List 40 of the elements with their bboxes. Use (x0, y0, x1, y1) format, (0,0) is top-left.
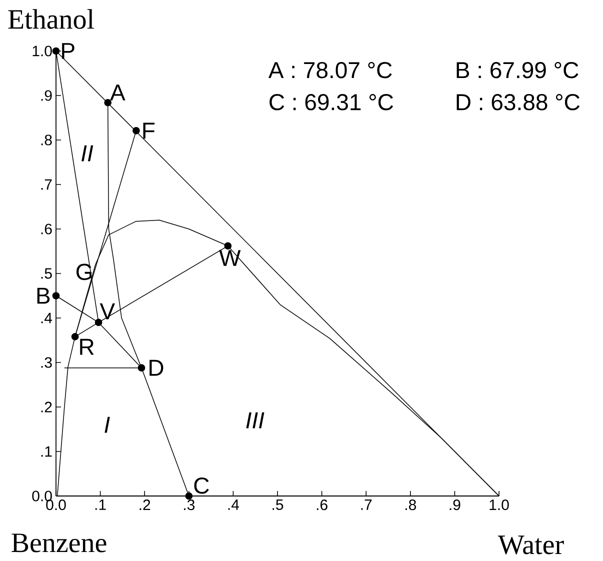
y-tick-label: .8 (41, 134, 52, 146)
y-tick-label: .2 (41, 402, 52, 412)
annotation: C (194, 478, 209, 494)
y-tick-label: 0.0 (32, 490, 52, 502)
y-axis-title: Ethanol (8, 9, 94, 29)
annotation: III (246, 412, 264, 428)
annotation: R (80, 338, 94, 355)
y-tick-label: 1.0 (32, 46, 52, 56)
annotation: B : 67.99 °C (456, 62, 578, 78)
annotation: I (104, 416, 110, 433)
x-tick-label: .8 (406, 500, 416, 510)
y-tick-label: .4 (41, 312, 52, 324)
y-tick-label: .1 (41, 446, 52, 457)
annotation: II (82, 145, 94, 162)
annotation: V (100, 303, 115, 320)
x-tick-label: .6 (316, 500, 328, 510)
text: Benzene (12, 534, 106, 552)
annotation: A (110, 84, 126, 100)
y-tick-label: .5 (41, 268, 52, 279)
annotation: F (143, 122, 155, 139)
x-tick-label: .9 (450, 500, 460, 510)
x-tick-label: .1 (95, 500, 106, 510)
x-tick-label: .2 (140, 500, 150, 510)
x-tick-label: .7 (361, 500, 372, 510)
x-tick-label: 1.0 (490, 500, 509, 510)
y-tick-label: .9 (41, 90, 52, 101)
y-tick-label: .3 (41, 357, 52, 368)
y-tick-label: .7 (41, 179, 52, 190)
x-axis-title: Water (498, 536, 564, 554)
annotation: D (150, 360, 164, 376)
annotation: D : 63.88 °C (456, 94, 580, 110)
annotation: A : 78.07 °C (268, 62, 392, 78)
x-tick-label: .5 (272, 500, 284, 510)
annotation: C : 69.31 °C (270, 94, 394, 110)
annotation: W (219, 250, 241, 266)
annotation: P (62, 43, 74, 59)
annotation: B (37, 288, 50, 304)
y-tick-label: .6 (41, 224, 52, 234)
x-tick-label: .3 (184, 500, 195, 510)
x-tick-label: .4 (228, 500, 240, 510)
